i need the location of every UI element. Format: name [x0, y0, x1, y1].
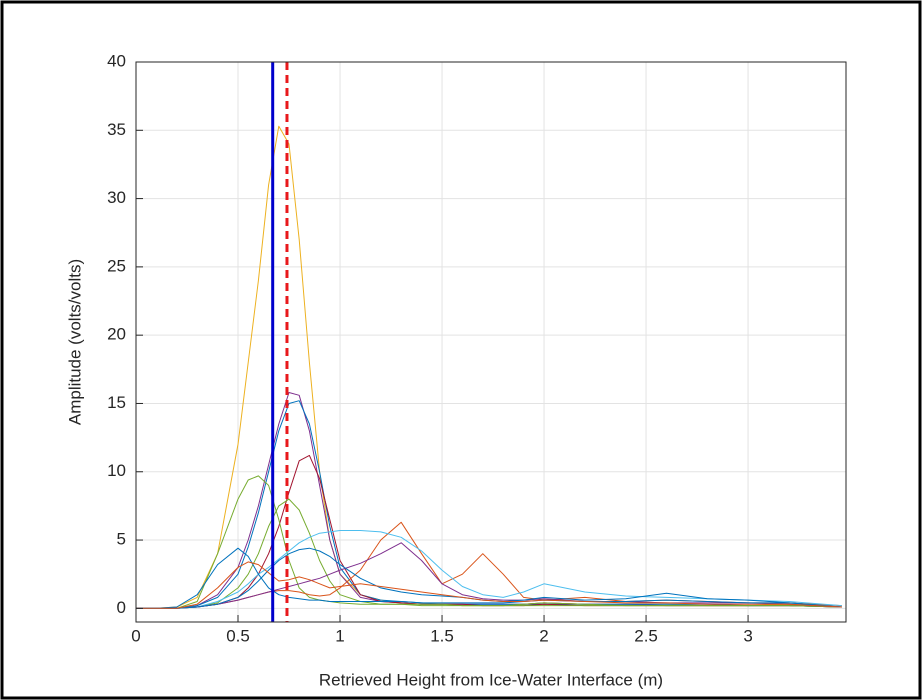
- series-line: [136, 561, 842, 609]
- series-line: [136, 547, 842, 609]
- x-tick-label: 2: [539, 626, 548, 645]
- y-tick-label: 10: [107, 461, 126, 480]
- y-tick-label: 0: [117, 598, 126, 617]
- axes: 0 5 10 15 20 25 30 35 40 0 0.5 1 1.5 2 2.5 3: [107, 51, 847, 645]
- series-line: [136, 547, 842, 609]
- axes-box: [135, 61, 847, 623]
- y-tick-label: 25: [107, 256, 126, 275]
- x-tick-label: 2.5: [634, 626, 658, 645]
- x-tick-label: 3: [743, 626, 752, 645]
- y-tick-label: 30: [107, 188, 126, 207]
- x-tick-label: 1.5: [430, 626, 454, 645]
- y-axis-label: Amplitude (volts/volts): [65, 259, 84, 425]
- x-tick-label: 0: [131, 626, 140, 645]
- y-tick-label: 40: [107, 51, 126, 70]
- x-tick-label: 1: [335, 626, 344, 645]
- x-tick-label: 0.5: [226, 626, 250, 645]
- x-axis-label: Retrieved Height from Ice-Water Interfac…: [319, 670, 663, 689]
- plot-area: [136, 62, 842, 622]
- series-line: [136, 530, 842, 609]
- y-tick-label: 5: [117, 530, 126, 549]
- y-tick-label: 20: [107, 325, 126, 344]
- y-tick-label: 35: [107, 120, 126, 139]
- y-tick-label: 15: [107, 393, 126, 412]
